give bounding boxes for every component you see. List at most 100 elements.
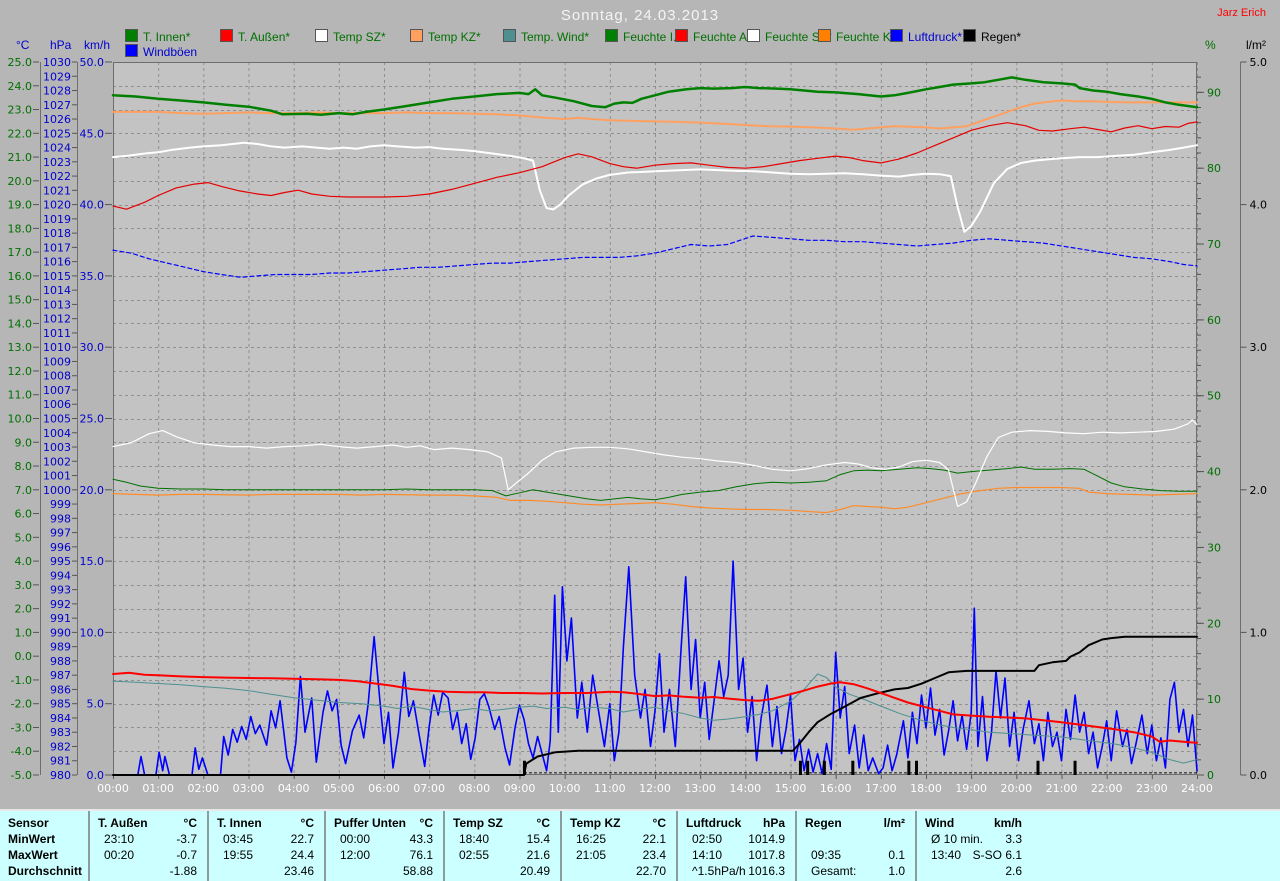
feuchte-a-swatch-icon — [675, 29, 688, 42]
svg-text:1021: 1021 — [43, 184, 71, 197]
cell-t-innen-durchschnitt: 23.46 — [283, 864, 314, 878]
column-header-regen: Regen l/m² — [805, 816, 905, 830]
t-au-en-swatch-icon — [220, 29, 233, 42]
temp-kz-swatch-icon — [410, 29, 423, 42]
svg-text:01:00: 01:00 — [142, 782, 174, 795]
legend-item-feuchte-i[interactable]: Feuchte I.* — [605, 29, 681, 44]
legend-item-feuchte-sz[interactable]: Feuchte SZ* — [747, 29, 832, 44]
svg-text:985: 985 — [50, 698, 71, 711]
cell-regen-minwert — [797, 831, 915, 847]
cell-temp-kz-minwert: 16:25 22.1 — [576, 832, 666, 846]
svg-text:1003: 1003 — [43, 441, 71, 454]
t-innen-swatch-icon — [125, 29, 138, 42]
svg-text:1.0: 1.0 — [1250, 626, 1268, 639]
series-t-au-en — [112, 671, 1198, 744]
legend-item-feuchte-kz[interactable]: Feuchte KZ* — [818, 29, 903, 44]
svg-text:18:00: 18:00 — [910, 782, 942, 795]
svg-text:24:00: 24:00 — [1181, 782, 1213, 795]
row-label-durchschnitt: Durchschnitt — [8, 864, 83, 878]
legend-item-regen[interactable]: Regen* — [963, 29, 1021, 44]
table-column-regen: Regen l/m² 09:35 0.1 Gesamt: 1.0 — [795, 811, 915, 881]
svg-text:997: 997 — [50, 527, 71, 540]
legend-item-t-innen[interactable]: T. Innen* — [125, 29, 190, 44]
cell-puffer-unten-minwert: 00:00 43.3 — [340, 832, 433, 846]
column-header-t-au-en: T. Außen °C — [98, 816, 197, 830]
svg-text:10.0: 10.0 — [8, 413, 33, 426]
svg-text:24.0: 24.0 — [8, 80, 33, 93]
series-feuchte-a — [112, 121, 1198, 210]
regen-swatch-icon — [963, 29, 976, 42]
svg-text:22:00: 22:00 — [1091, 782, 1123, 795]
svg-text:1027: 1027 — [43, 99, 71, 112]
svg-text:1002: 1002 — [43, 455, 71, 468]
cell-t-au-en-durchschnitt: -1.88 — [169, 864, 197, 878]
plot-frame — [40, 62, 1241, 775]
legend-item-temp-kz[interactable]: Temp KZ* — [410, 29, 481, 44]
svg-text:993: 993 — [50, 584, 71, 597]
series-windb-en — [112, 560, 1198, 776]
svg-text:20:00: 20:00 — [1000, 782, 1032, 795]
svg-text:02:00: 02:00 — [187, 782, 219, 795]
svg-text:0.0: 0.0 — [15, 650, 33, 663]
legend-item-temp-sz[interactable]: Temp SZ* — [315, 29, 386, 44]
cell-temp-kz-maxwert: 21:05 23.4 — [576, 848, 666, 862]
legend-item-windb-en[interactable]: Windböen — [125, 44, 197, 59]
svg-text:7.0: 7.0 — [15, 484, 33, 497]
svg-text:-1.0: -1.0 — [11, 674, 32, 687]
svg-text:60: 60 — [1207, 314, 1221, 327]
svg-text:5.0: 5.0 — [1250, 56, 1268, 69]
feuchte-sz-swatch-icon — [747, 29, 760, 42]
table-column-t-innen: T. Innen °C 03:45 22.7 19:55 24.4 23.46 — [207, 811, 324, 881]
svg-text:1012: 1012 — [43, 313, 71, 326]
svg-text:1006: 1006 — [43, 398, 71, 411]
page-title: Sonntag, 24.03.2013 — [560, 7, 720, 24]
svg-text:14:00: 14:00 — [729, 782, 761, 795]
grid — [113, 62, 1198, 775]
svg-text:1014: 1014 — [43, 284, 71, 297]
column-header-wind: Wind km/h — [925, 816, 1022, 830]
x-axis: 00:00 01:00 02:00 03:00 04:00 05:00 06:00 07:00… — [97, 775, 1213, 795]
svg-text:50.0: 50.0 — [80, 56, 105, 69]
table-column-t-au-en: T. Außen °C 23:10 -3.7 00:20 -0.7 -1.88 — [88, 811, 207, 881]
svg-text:30.0: 30.0 — [80, 341, 105, 354]
svg-text:980: 980 — [50, 769, 71, 782]
row-label-minwert: MinWert — [8, 832, 56, 846]
svg-text:04:00: 04:00 — [278, 782, 310, 795]
svg-text:07:00: 07:00 — [413, 782, 445, 795]
cell-wind-minwert: Ø 10 min. 3.3 — [931, 832, 1022, 846]
svg-text:80: 80 — [1207, 162, 1221, 175]
cell-regen-maxwert: 09:35 0.1 — [811, 848, 905, 862]
legend-item-feuchte-a[interactable]: Feuchte A.* — [675, 29, 755, 44]
series-regen — [112, 635, 1198, 776]
svg-text:1017: 1017 — [43, 241, 71, 254]
y-axis-lm2: 0.0 1.0 2.0 3.0 4.0 5.0 — [1240, 56, 1268, 782]
svg-text:1007: 1007 — [43, 384, 71, 397]
svg-text:03:00: 03:00 — [233, 782, 265, 795]
svg-text:45.0: 45.0 — [80, 127, 105, 140]
legend-item-t-au-en[interactable]: T. Außen* — [220, 29, 290, 44]
svg-text:1008: 1008 — [43, 370, 71, 383]
series-t-innen — [111, 76, 1199, 117]
cell-luftdruck-durchschnitt: ^1.5hPa/h 1016.3 — [692, 864, 785, 878]
svg-text:1026: 1026 — [43, 113, 71, 126]
axis-header-lm2: l/m² — [1246, 38, 1266, 52]
cell-temp-sz-durchschnitt: 20.49 — [519, 864, 550, 878]
svg-text:1004: 1004 — [43, 427, 71, 440]
legend-item-temp-wind[interactable]: Temp. Wind* — [503, 29, 589, 44]
svg-text:19.0: 19.0 — [8, 199, 33, 212]
svg-text:20.0: 20.0 — [80, 484, 105, 497]
series-feuchte-i — [112, 466, 1198, 501]
series-temp-wind — [112, 673, 1198, 764]
svg-text:1028: 1028 — [43, 85, 71, 98]
svg-text:1011: 1011 — [43, 327, 71, 340]
svg-text:17:00: 17:00 — [865, 782, 897, 795]
cell-wind-maxwert: 13:40 S-SO 6.1 — [931, 848, 1022, 862]
svg-text:5.0: 5.0 — [87, 698, 105, 711]
chart-svg: -5.0 -4.0 -3.0 -2.0 -1.0 0.0 1.0 2.0 3.0 4.0 5.0 6.… — [8, 56, 1268, 795]
svg-text:30: 30 — [1207, 541, 1221, 554]
svg-text:4.0: 4.0 — [15, 555, 33, 568]
series-luftdruck — [112, 235, 1198, 278]
svg-text:999: 999 — [50, 498, 71, 511]
svg-text:1009: 1009 — [43, 355, 71, 368]
legend-item-luftdruck[interactable]: Luftdruck* — [890, 29, 962, 44]
